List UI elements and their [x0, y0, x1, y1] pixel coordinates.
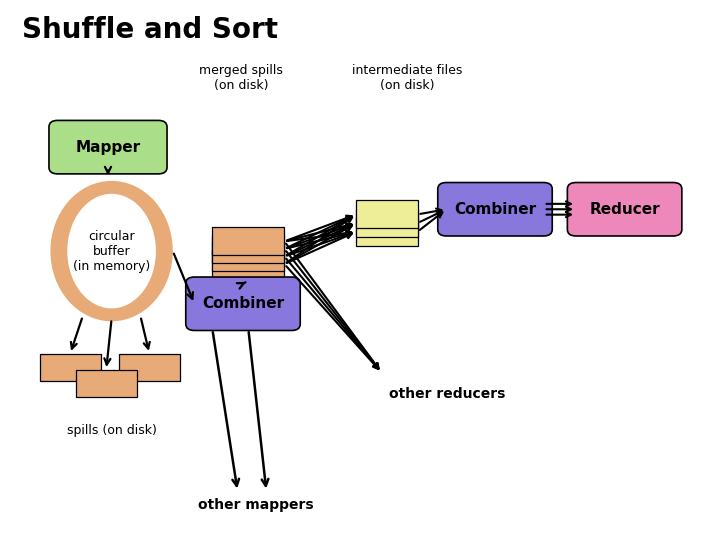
Ellipse shape — [50, 181, 173, 321]
Text: Combiner: Combiner — [454, 202, 536, 217]
Text: other reducers: other reducers — [389, 387, 505, 401]
FancyBboxPatch shape — [212, 227, 284, 255]
Text: Mapper: Mapper — [76, 140, 140, 154]
Ellipse shape — [66, 193, 157, 309]
Text: Combiner: Combiner — [202, 296, 284, 311]
FancyBboxPatch shape — [119, 354, 180, 381]
FancyBboxPatch shape — [438, 183, 552, 236]
Text: merged spills
(on disk): merged spills (on disk) — [199, 64, 283, 92]
Text: Reducer: Reducer — [589, 202, 660, 217]
FancyBboxPatch shape — [356, 209, 418, 237]
FancyBboxPatch shape — [76, 370, 137, 397]
Text: other mappers: other mappers — [198, 498, 313, 512]
FancyBboxPatch shape — [49, 120, 167, 174]
FancyBboxPatch shape — [212, 250, 284, 278]
Text: circular
buffer
(in memory): circular buffer (in memory) — [73, 230, 150, 273]
FancyBboxPatch shape — [186, 277, 300, 330]
FancyBboxPatch shape — [212, 242, 284, 271]
Text: intermediate files
(on disk): intermediate files (on disk) — [351, 64, 462, 92]
FancyBboxPatch shape — [567, 183, 682, 236]
FancyBboxPatch shape — [212, 235, 284, 263]
Text: Shuffle and Sort: Shuffle and Sort — [22, 16, 278, 44]
FancyBboxPatch shape — [356, 218, 418, 246]
Text: spills (on disk): spills (on disk) — [67, 424, 156, 437]
FancyBboxPatch shape — [40, 354, 101, 381]
FancyBboxPatch shape — [356, 200, 418, 228]
